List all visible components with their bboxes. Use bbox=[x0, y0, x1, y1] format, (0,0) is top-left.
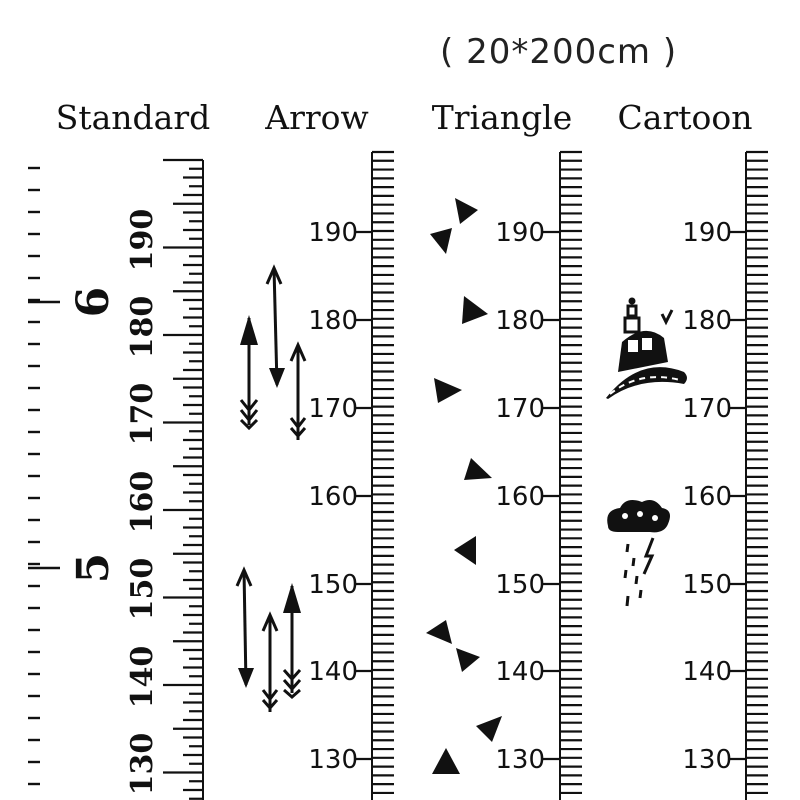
triangle-icon bbox=[455, 198, 478, 224]
triangle-icon bbox=[456, 648, 480, 672]
ruler-label: 180 bbox=[495, 306, 545, 336]
triangle-icon bbox=[426, 620, 452, 644]
ruler-label: 150 bbox=[682, 570, 732, 600]
ruler-label: 150 bbox=[308, 570, 358, 600]
std-label-160: 160 bbox=[125, 471, 160, 534]
ruler-label: 190 bbox=[682, 218, 732, 248]
triangle-icon bbox=[434, 378, 462, 403]
ruler-label: 160 bbox=[495, 482, 545, 512]
triangle-icon bbox=[430, 228, 452, 254]
std-label-140: 140 bbox=[125, 646, 160, 709]
std-label-180: 180 bbox=[125, 296, 160, 359]
arrow-ruler-ticks bbox=[371, 150, 394, 800]
arrow-icons-bottom bbox=[235, 566, 302, 712]
ruler-label: 180 bbox=[682, 306, 732, 336]
ruler-label: 170 bbox=[682, 394, 732, 424]
size-label: ( 20*200cm ) bbox=[440, 32, 678, 72]
title-standard: Standard bbox=[55, 98, 211, 137]
arrow-icon bbox=[282, 583, 302, 699]
standard-inch-dashes bbox=[28, 166, 60, 786]
ruler-label: 140 bbox=[682, 657, 732, 687]
ruler-label: 170 bbox=[495, 394, 545, 424]
title-arrow: Arrow bbox=[265, 98, 369, 137]
car-on-road-icon bbox=[606, 297, 687, 399]
ruler-label: 130 bbox=[682, 745, 732, 775]
ruler-label: 130 bbox=[495, 745, 545, 775]
arrow-icon bbox=[239, 315, 259, 431]
ruler-label: 190 bbox=[495, 218, 545, 248]
ruler-label: 190 bbox=[308, 218, 358, 248]
triangle-icon bbox=[432, 748, 460, 774]
ruler-label: 160 bbox=[308, 482, 358, 512]
standard-ruler-ticks bbox=[163, 158, 203, 800]
std-label-150: 150 bbox=[125, 558, 160, 621]
ruler-label: 170 bbox=[308, 394, 358, 424]
arrow-icon bbox=[235, 566, 254, 688]
std-label-170: 170 bbox=[125, 383, 160, 446]
triangle-icon bbox=[464, 458, 492, 480]
ruler-label: 150 bbox=[495, 570, 545, 600]
title-triangle: Triangle bbox=[431, 98, 573, 137]
std-label-130: 130 bbox=[125, 733, 160, 796]
ruler-label: 130 bbox=[308, 745, 358, 775]
ruler-label: 140 bbox=[308, 657, 358, 687]
arrow-icon bbox=[289, 341, 307, 440]
ruler-label: 140 bbox=[495, 657, 545, 687]
arrow-icon bbox=[261, 611, 279, 712]
arrow-icons-top bbox=[239, 264, 307, 440]
triangle-icon bbox=[476, 716, 502, 742]
std-feet-6: 6 bbox=[68, 287, 119, 318]
triangle-icon bbox=[462, 296, 488, 324]
triangle-ruler-ticks bbox=[559, 150, 582, 800]
ruler-label: 160 bbox=[682, 482, 732, 512]
std-label-190: 190 bbox=[125, 209, 160, 272]
triangle-icons bbox=[426, 198, 502, 774]
std-feet-5: 5 bbox=[68, 553, 119, 584]
ruler-label: 180 bbox=[308, 306, 358, 336]
triangle-icon bbox=[454, 536, 476, 565]
cartoon-ruler-ticks bbox=[745, 150, 768, 800]
title-cartoon: Cartoon bbox=[617, 98, 753, 137]
arrow-icon bbox=[265, 264, 285, 388]
rain-cloud-icon bbox=[607, 500, 670, 607]
